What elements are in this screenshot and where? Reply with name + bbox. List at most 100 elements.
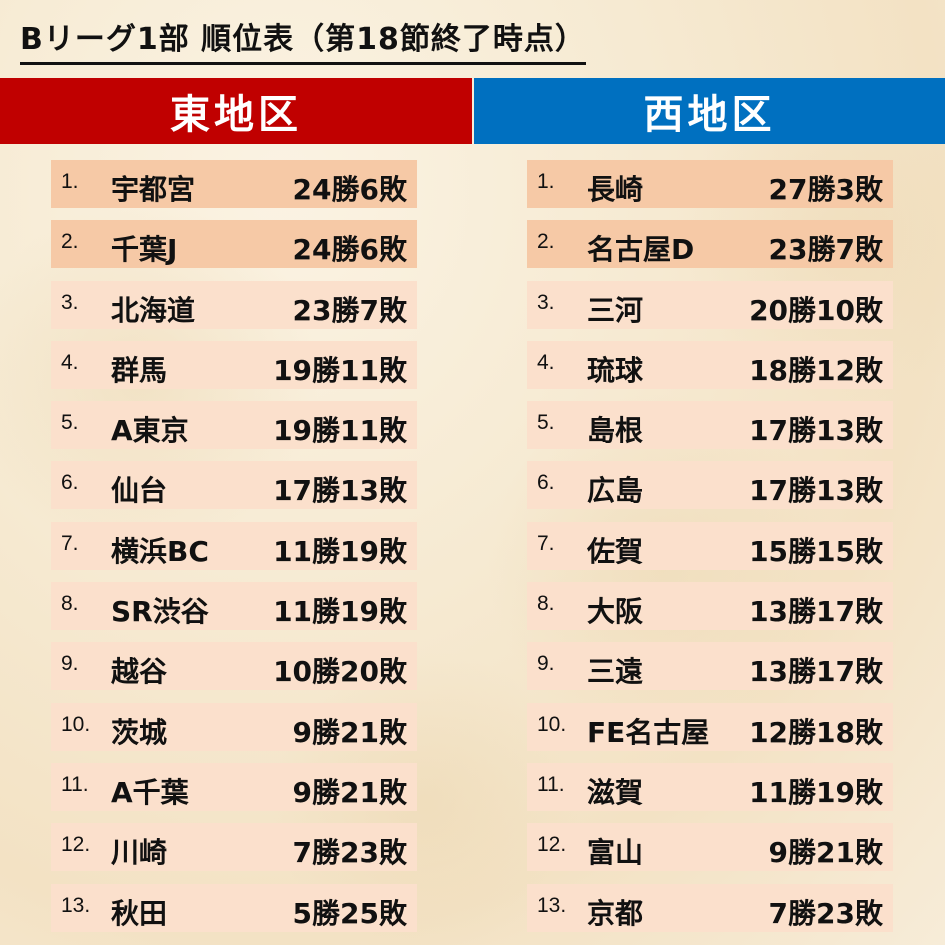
team-name: 宇都宮 — [111, 173, 196, 206]
rank-number: 10. — [537, 712, 567, 736]
standings-row: 1. 長崎 27勝3敗 — [527, 160, 893, 208]
west-standings-list: 1. 長崎 27勝3敗 2. 名古屋D 23勝7敗 3. 三河 20勝10敗 4. 琉球 18勝12敗… — [527, 160, 893, 944]
rank-number: 5. — [537, 411, 555, 435]
rank-number: 11. — [61, 772, 89, 796]
team-name: A千葉 — [111, 775, 189, 809]
standings-row: 5. A東京 19勝11敗 — [51, 401, 417, 450]
win-loss-record: 11勝19敗 — [273, 595, 407, 629]
rank-number: 6. — [537, 471, 555, 495]
team-name: 三河 — [587, 293, 644, 327]
team-name: 滋賀 — [587, 775, 644, 809]
win-loss-record: 19勝11敗 — [273, 414, 407, 448]
team-name: 佐賀 — [587, 534, 644, 568]
standings-row: 6. 仙台 17勝13敗 — [51, 461, 417, 510]
team-name: 三遠 — [587, 655, 644, 689]
standings-row: 12. 川崎 7勝23敗 — [51, 823, 417, 872]
team-name: 名古屋D — [587, 233, 695, 267]
rank-number: 3. — [537, 290, 555, 314]
team-name: 川崎 — [111, 836, 168, 870]
win-loss-record: 19勝11敗 — [273, 353, 407, 387]
win-loss-record: 11勝19敗 — [749, 775, 883, 809]
win-loss-record: 23勝7敗 — [292, 293, 407, 327]
win-loss-record: 9勝21敗 — [768, 836, 883, 870]
team-name: 広島 — [587, 474, 644, 508]
rank-number: 1. — [61, 170, 79, 193]
rank-number: 9. — [61, 652, 79, 676]
win-loss-record: 11勝19敗 — [273, 534, 407, 568]
rank-number: 12. — [537, 833, 567, 857]
standings-row: 7. 佐賀 15勝15敗 — [527, 521, 893, 570]
west-conference-label: 西地区 — [643, 92, 776, 138]
standings-row: 4. 群馬 19勝11敗 — [51, 340, 417, 389]
rank-number: 8. — [61, 592, 79, 616]
rank-number: 1. — [537, 170, 555, 193]
win-loss-record: 27勝3敗 — [768, 173, 883, 206]
win-loss-record: 13勝17敗 — [749, 595, 883, 629]
east-conference-label: 東地区 — [170, 92, 302, 138]
rank-number: 2. — [537, 230, 555, 254]
win-loss-record: 9勝21敗 — [292, 775, 407, 809]
team-name: 島根 — [587, 414, 644, 448]
team-name: 横浜BC — [111, 534, 209, 568]
team-name: 仙台 — [111, 474, 168, 508]
win-loss-record: 20勝10敗 — [749, 293, 883, 327]
team-name: A東京 — [111, 414, 189, 448]
team-name: 北海道 — [111, 293, 196, 327]
win-loss-record: 13勝17敗 — [749, 655, 883, 689]
east-conference-header: 東地区 — [0, 78, 472, 144]
rank-number: 13. — [537, 893, 567, 917]
standings-row: 12. 富山 9勝21敗 — [527, 823, 893, 872]
team-name: 秋田 — [111, 896, 168, 930]
win-loss-record: 7勝23敗 — [292, 836, 407, 870]
standings-row: 6. 広島 17勝13敗 — [527, 461, 893, 510]
standings-row: 9. 三遠 13勝17敗 — [527, 642, 893, 691]
team-name: 大阪 — [587, 595, 644, 629]
team-name: 群馬 — [111, 353, 168, 387]
win-loss-record: 24勝6敗 — [292, 233, 407, 267]
team-name: 千葉J — [111, 233, 178, 267]
rank-number: 8. — [537, 592, 555, 616]
win-loss-record: 7勝23敗 — [768, 896, 883, 930]
win-loss-record: 17勝13敗 — [749, 414, 883, 448]
standings-row: 4. 琉球 18勝12敗 — [527, 340, 893, 389]
win-loss-record: 10勝20敗 — [273, 655, 407, 689]
standings-row: 7. 横浜BC 11勝19敗 — [51, 521, 417, 570]
win-loss-record: 23勝7敗 — [768, 233, 883, 267]
win-loss-record: 5勝25敗 — [292, 896, 407, 930]
win-loss-record: 12勝18敗 — [749, 715, 883, 749]
rank-number: 12. — [61, 833, 91, 857]
team-name: 富山 — [587, 836, 644, 870]
rank-number: 9. — [537, 652, 555, 676]
standings-row: 10. FE名古屋 12勝18敗 — [527, 702, 893, 751]
team-name: SR渋谷 — [111, 595, 209, 629]
standings-row: 3. 北海道 23勝7敗 — [51, 280, 417, 329]
east-standings-list: 1. 宇都宮 24勝6敗 2. 千葉J 24勝6敗 3. 北海道 23勝7敗 4. 群馬 19勝11敗… — [51, 160, 417, 944]
standings-row: 2. 千葉J 24勝6敗 — [51, 220, 417, 269]
standings-row: 2. 名古屋D 23勝7敗 — [527, 220, 893, 269]
win-loss-record: 18勝12敗 — [749, 353, 883, 387]
standings-row: 13. 秋田 5勝25敗 — [51, 883, 417, 932]
rank-number: 7. — [61, 531, 79, 555]
standings-row: 3. 三河 20勝10敗 — [527, 280, 893, 329]
west-conference-header: 西地区 — [474, 78, 945, 144]
standings-row: 13. 京都 7勝23敗 — [527, 883, 893, 932]
page-title: Bリーグ1部 順位表（第18節終了時点） — [20, 14, 586, 65]
rank-number: 5. — [61, 411, 79, 435]
rank-number: 6. — [61, 471, 79, 495]
standings-row: 8. 大阪 13勝17敗 — [527, 582, 893, 631]
rank-number: 10. — [61, 712, 91, 736]
rank-number: 13. — [61, 893, 91, 917]
rank-number: 11. — [537, 772, 565, 796]
win-loss-record: 9勝21敗 — [292, 715, 407, 749]
team-name: 茨城 — [111, 715, 168, 749]
standings-row: 8. SR渋谷 11勝19敗 — [51, 582, 417, 631]
standings-row: 10. 茨城 9勝21敗 — [51, 702, 417, 751]
win-loss-record: 24勝6敗 — [292, 173, 407, 206]
standings-row: 11. A千葉 9勝21敗 — [51, 762, 417, 811]
standings-row: 1. 宇都宮 24勝6敗 — [51, 160, 417, 208]
team-name: 京都 — [587, 896, 644, 930]
rank-number: 3. — [61, 290, 79, 314]
standings-row: 5. 島根 17勝13敗 — [527, 401, 893, 450]
win-loss-record: 15勝15敗 — [749, 534, 883, 568]
standings-row: 11. 滋賀 11勝19敗 — [527, 762, 893, 811]
